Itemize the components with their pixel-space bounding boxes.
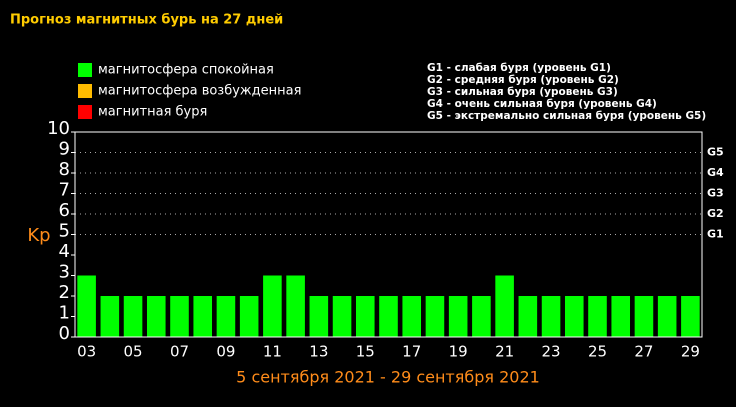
x-tick-label: 25 (588, 343, 607, 361)
x-tick-label: 27 (634, 343, 653, 361)
legend-label: магнитная буря (98, 105, 207, 120)
y-tick-label: 7 (59, 180, 70, 201)
bar (170, 296, 189, 337)
x-tick-label: 05 (124, 343, 143, 361)
bar (472, 296, 491, 337)
x-tick-label: 03 (77, 343, 96, 361)
legend-swatch (78, 105, 92, 119)
y-tick-label: 1 (59, 303, 70, 324)
x-tick-label: 09 (216, 343, 235, 361)
bar (123, 296, 143, 337)
bar (402, 296, 422, 337)
bar (588, 296, 607, 337)
y-axis-label: Kp (27, 225, 50, 246)
y-tick-label: 8 (59, 159, 70, 180)
legend-swatch (78, 63, 92, 77)
bar (495, 275, 514, 337)
y-tick-label: 6 (59, 200, 70, 221)
bar (286, 275, 305, 337)
y-tick-label: 0 (59, 323, 70, 344)
y-tick-label: 9 (59, 139, 70, 160)
x-axis-label: 5 сентября 2021 - 29 сентября 2021 (236, 368, 540, 387)
x-tick-label: 07 (170, 343, 189, 361)
x-tick-label: 11 (263, 343, 282, 361)
bar (239, 296, 259, 337)
y-tick-label: 5 (59, 221, 70, 242)
y-tick-label: 10 (47, 118, 70, 139)
bar (216, 296, 236, 337)
legend-swatch (78, 84, 92, 98)
right-tick-label: G5 (707, 146, 724, 159)
bar (425, 296, 445, 337)
storm-legend-text: G1 - слабая буря (уровень G1) (427, 62, 611, 74)
right-tick-label: G2 (707, 207, 724, 220)
x-tick-label: 15 (356, 343, 375, 361)
storm-legend-text: G4 - очень сильная буря (уровень G4) (427, 98, 657, 110)
x-tick-label: 17 (402, 343, 421, 361)
bar (657, 296, 677, 337)
bar (379, 296, 398, 337)
bar (611, 296, 631, 337)
bar (332, 296, 352, 337)
bar (309, 296, 329, 337)
y-tick-label: 4 (59, 241, 70, 262)
bar (681, 296, 700, 337)
x-tick-label: 13 (309, 343, 328, 361)
chart-title: Прогноз магнитных бурь на 27 дней (10, 13, 283, 28)
bar (263, 275, 282, 337)
storm-legend-text: G5 - экстремально сильная буря (уровень … (427, 110, 706, 122)
right-tick-label: G4 (707, 166, 724, 179)
bar (564, 296, 584, 337)
plot-frame (74, 131, 703, 338)
bar (541, 296, 561, 337)
bar (518, 296, 538, 337)
bar (77, 275, 96, 337)
bar (146, 296, 166, 337)
legend-label: магнитосфера возбужденная (98, 84, 301, 99)
x-tick-label: 19 (449, 343, 468, 361)
y-tick-label: 3 (59, 262, 70, 283)
storm-legend-text: G2 - средняя буря (уровень G2) (427, 74, 619, 86)
x-tick-label: 29 (681, 343, 700, 361)
bar (193, 296, 213, 337)
bar (100, 296, 120, 337)
storm-legend-text: G3 - сильная буря (уровень G3) (427, 86, 618, 98)
right-tick-label: G1 (707, 228, 724, 241)
bar (448, 296, 468, 337)
x-tick-label: 23 (542, 343, 561, 361)
bar (634, 296, 654, 337)
y-tick-label: 2 (59, 282, 70, 303)
bar (355, 296, 375, 337)
x-tick-label: 21 (495, 343, 514, 361)
legend-label: магнитосфера спокойная (98, 63, 274, 78)
right-tick-label: G3 (707, 187, 724, 200)
